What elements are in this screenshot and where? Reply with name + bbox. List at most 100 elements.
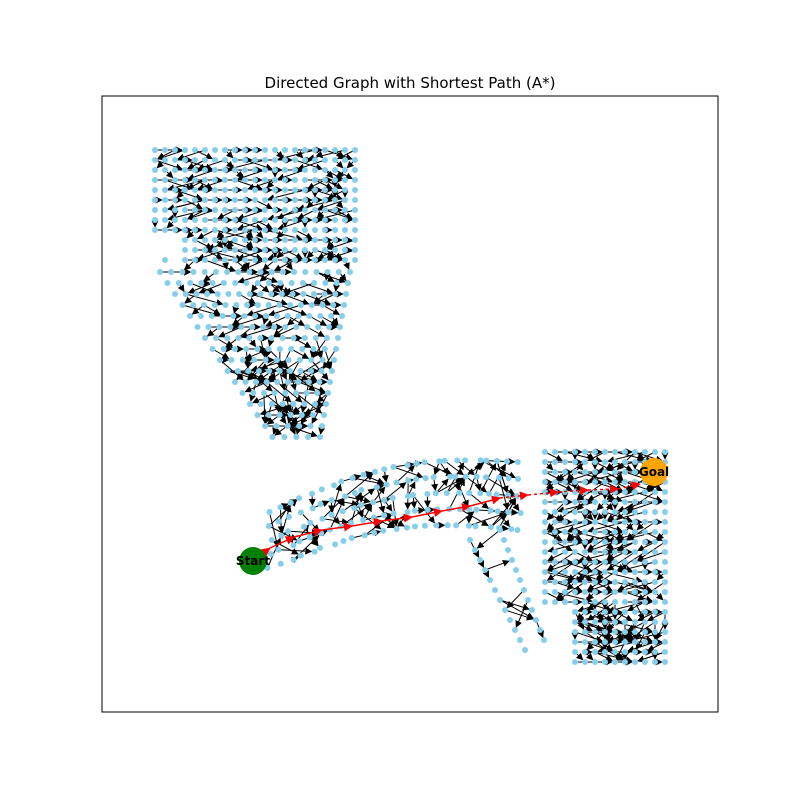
graph-node <box>582 459 588 465</box>
graph-node <box>190 302 197 308</box>
graph-node <box>552 509 558 515</box>
graph-node <box>266 509 273 515</box>
graph-node <box>562 549 568 555</box>
graph-node <box>252 227 258 233</box>
graph-node <box>242 177 248 183</box>
graph-node <box>272 227 278 233</box>
graph-node <box>222 197 228 203</box>
graph-node <box>602 499 608 505</box>
graph-node <box>592 539 598 545</box>
graph-node <box>517 637 523 643</box>
graph-node <box>212 269 219 275</box>
graph-node <box>284 313 291 319</box>
graph-node <box>352 197 358 203</box>
graph-node <box>292 227 298 233</box>
graph-node <box>642 489 648 495</box>
graph-edge <box>187 179 206 190</box>
graph-node <box>254 346 261 352</box>
graph-node <box>292 167 298 173</box>
graph-node <box>271 324 278 330</box>
graph-node <box>312 177 318 183</box>
graph-node <box>213 335 220 341</box>
graph-node <box>268 537 275 543</box>
graph-node <box>345 280 351 286</box>
graph-node <box>282 197 288 203</box>
graph-node <box>312 227 318 233</box>
graph-node <box>662 629 668 635</box>
graph-node <box>282 207 288 213</box>
graph-node <box>292 147 298 153</box>
graph-edge <box>484 559 510 571</box>
graph-node <box>292 177 298 183</box>
graph-node <box>342 237 348 243</box>
graph-node <box>302 237 308 243</box>
graph-node <box>441 457 448 464</box>
graph-node <box>342 157 348 163</box>
graph-node <box>360 517 367 524</box>
graph-node <box>477 490 484 497</box>
graph-node <box>272 187 278 193</box>
graph-node <box>632 619 638 625</box>
graph-node <box>592 589 598 595</box>
graph-node <box>342 247 348 253</box>
graph-node <box>572 469 578 475</box>
graph-node <box>358 486 365 493</box>
graph-node <box>274 379 281 385</box>
graph-node <box>279 401 286 407</box>
graph-node <box>322 237 328 243</box>
graph-node <box>239 357 246 363</box>
graph-node <box>326 324 332 330</box>
graph-edge <box>476 529 501 549</box>
graph-edge <box>265 315 288 327</box>
graph-edge <box>329 498 345 530</box>
graph-node <box>201 302 207 308</box>
graph-node <box>235 269 242 275</box>
graph-node <box>272 257 278 263</box>
graph-node <box>642 499 648 505</box>
graph-node <box>381 466 388 473</box>
graph-node <box>301 335 308 341</box>
graph-node <box>202 187 208 193</box>
graph-node <box>310 291 317 297</box>
graph-node <box>662 519 668 525</box>
graph-node <box>306 313 313 319</box>
graph-node <box>542 579 548 585</box>
graph-node <box>333 346 339 352</box>
graph-edge <box>237 219 266 231</box>
graph-node <box>312 207 318 213</box>
graph-node <box>352 237 358 243</box>
graph-node <box>222 257 228 263</box>
graph-node <box>592 609 598 615</box>
graph-node <box>505 475 512 482</box>
graph-edge <box>331 483 343 515</box>
graph-node <box>232 217 238 223</box>
graph-edge <box>203 304 221 315</box>
graph-node <box>232 197 238 203</box>
graph-node <box>562 449 568 455</box>
graph-node <box>302 247 308 253</box>
graph-node <box>424 506 431 513</box>
graph-node <box>162 227 168 233</box>
graph-node <box>622 519 628 525</box>
graph-node <box>572 539 578 545</box>
graph-node <box>262 247 268 253</box>
graph-edge <box>246 304 280 317</box>
graph-node <box>162 187 168 193</box>
graph-node <box>319 302 326 308</box>
graph-node <box>321 291 328 297</box>
graph-node <box>482 567 488 573</box>
graph-node <box>602 539 608 545</box>
graph-node <box>537 627 543 633</box>
path-edge <box>587 484 619 494</box>
graph-edge <box>240 259 266 272</box>
graph-node <box>390 464 397 470</box>
graph-node <box>652 499 658 505</box>
graph-edge <box>293 337 312 348</box>
graph-node <box>264 565 271 571</box>
graph-node <box>182 291 189 297</box>
graph-node <box>552 459 558 465</box>
graph-node <box>262 187 268 193</box>
graph-edge <box>506 589 525 609</box>
graph-node <box>339 508 346 515</box>
graph-node <box>322 157 328 163</box>
